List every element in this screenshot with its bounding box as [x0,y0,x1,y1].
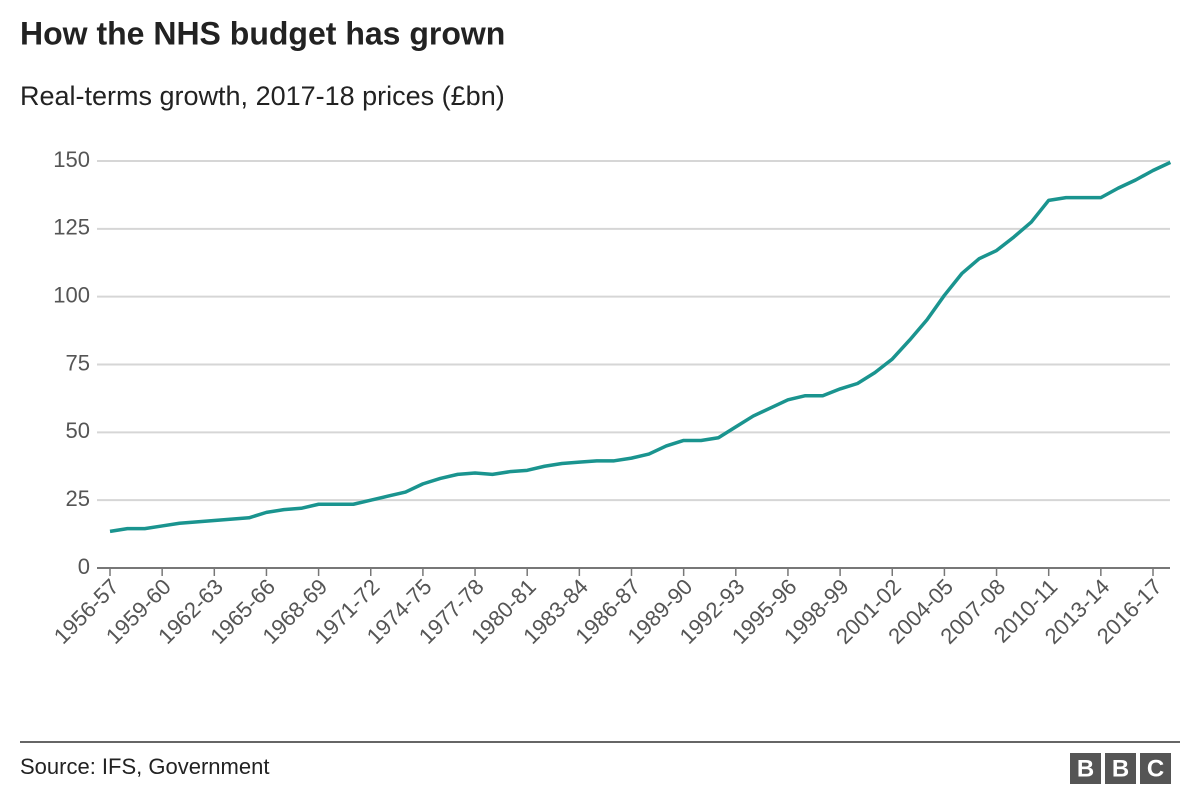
y-tick-label: 0 [78,554,90,579]
y-tick-label: 25 [66,486,90,511]
y-tick-label: 50 [66,418,90,443]
logo-box [1070,753,1101,784]
logo-letter: C [1147,755,1164,782]
y-tick-label: 125 [53,215,90,240]
logo-box [1105,753,1136,784]
logo-box [1140,753,1171,784]
source: Source: IFS, Government [20,754,269,779]
chart-title: How the NHS budget has grown [20,15,505,51]
logo-letter: B [1077,755,1094,782]
chart-subtitle: Real-terms growth, 2017-18 prices (£bn) [20,81,505,111]
logo-letter: B [1112,755,1129,782]
y-tick-label: 75 [66,350,90,375]
data-line [109,160,1172,534]
y-tick-label: 150 [53,147,90,172]
y-tick-label: 100 [53,282,90,307]
